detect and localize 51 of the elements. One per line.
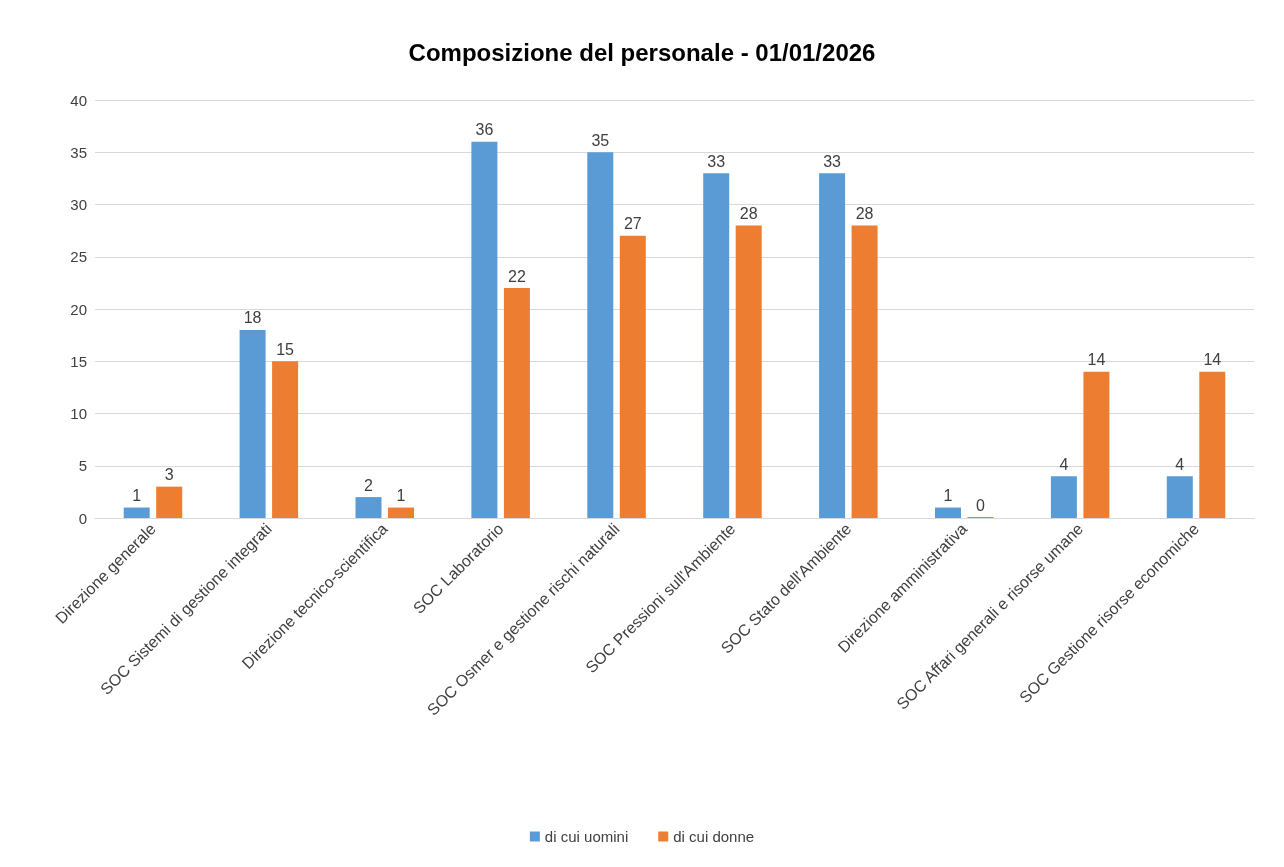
bar <box>123 507 150 518</box>
data-label: 2 <box>364 476 374 494</box>
y-tick-label: 5 <box>78 457 87 475</box>
bar <box>819 173 846 518</box>
y-tick-label: 35 <box>70 143 87 161</box>
bar <box>471 141 498 518</box>
data-label: 1 <box>396 487 406 505</box>
data-label: 14 <box>1087 351 1106 369</box>
data-label: 4 <box>1175 455 1185 473</box>
bar <box>935 507 961 518</box>
data-label: 1 <box>132 487 142 505</box>
bar <box>388 507 414 518</box>
data-label: 22 <box>508 267 526 285</box>
data-label: 14 <box>1203 351 1222 369</box>
data-label: 28 <box>855 204 874 222</box>
bar <box>1166 476 1193 518</box>
legend-label: di cui uomini <box>544 828 629 845</box>
bar <box>1050 476 1077 518</box>
legend-label: di cui donne <box>673 828 755 845</box>
chart-title: Composizione del personale - 01/01/2026 <box>408 38 876 66</box>
data-label: 33 <box>823 152 842 170</box>
data-label: 27 <box>623 215 642 233</box>
bar <box>587 152 614 518</box>
data-label: 33 <box>707 152 726 170</box>
y-tick-label: 15 <box>70 352 87 370</box>
data-label: 15 <box>276 340 295 358</box>
bar <box>355 497 382 518</box>
data-label: 35 <box>591 131 610 149</box>
bar <box>703 173 730 518</box>
bar <box>503 288 530 518</box>
bar <box>1083 371 1110 518</box>
data-label: 3 <box>164 466 174 484</box>
bar <box>239 329 266 518</box>
y-tick-label: 0 <box>78 509 87 527</box>
y-tick-label: 30 <box>70 196 87 213</box>
bar <box>851 225 878 518</box>
bar <box>735 225 762 518</box>
y-tick-label: 10 <box>70 405 87 422</box>
data-label: 4 <box>1059 455 1069 473</box>
data-label: 28 <box>739 204 758 222</box>
data-label: 18 <box>243 309 262 327</box>
data-label: 1 <box>943 487 953 505</box>
y-tick-label: 20 <box>70 300 87 318</box>
bar <box>156 486 183 518</box>
bar <box>1199 371 1226 518</box>
bar <box>272 361 299 518</box>
y-tick-label: 25 <box>70 248 87 266</box>
bar <box>619 235 646 518</box>
y-tick-label: 40 <box>70 91 87 109</box>
data-label: 0 <box>976 496 986 514</box>
data-label: 36 <box>475 121 494 139</box>
